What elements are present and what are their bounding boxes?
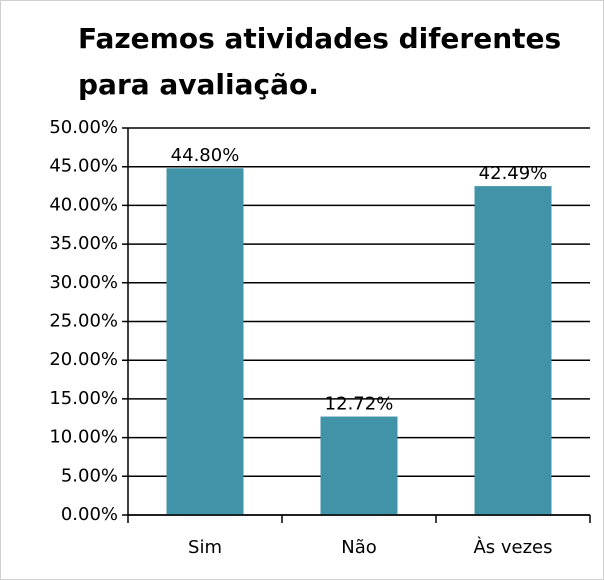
- value-label: 44.80%: [171, 145, 240, 166]
- x-tick-label: Sim: [188, 537, 222, 558]
- y-tick-label: 40.00%: [49, 194, 118, 215]
- y-tick-label: 20.00%: [49, 349, 118, 370]
- chart-title: Fazemos atividades diferentes para avali…: [78, 22, 562, 101]
- bar: [474, 186, 552, 516]
- x-tick-label: Não: [341, 537, 377, 558]
- y-tick-label: 25.00%: [49, 311, 118, 332]
- value-label: 42.49%: [479, 163, 548, 184]
- y-tick-label: 30.00%: [49, 272, 118, 293]
- bar: [320, 416, 398, 515]
- y-tick-label: 50.00%: [49, 117, 118, 138]
- x-tick-label: Às vezes: [473, 536, 552, 558]
- value-label: 12.72%: [325, 394, 394, 415]
- y-tick-label: 45.00%: [49, 156, 118, 177]
- y-tick-label: 10.00%: [49, 427, 118, 448]
- y-tick-label: 15.00%: [49, 388, 118, 409]
- y-tick-label: 35.00%: [49, 233, 118, 254]
- y-tick-label: 0.00%: [61, 504, 118, 525]
- y-tick-label: 5.00%: [61, 465, 118, 486]
- bar: [166, 168, 244, 516]
